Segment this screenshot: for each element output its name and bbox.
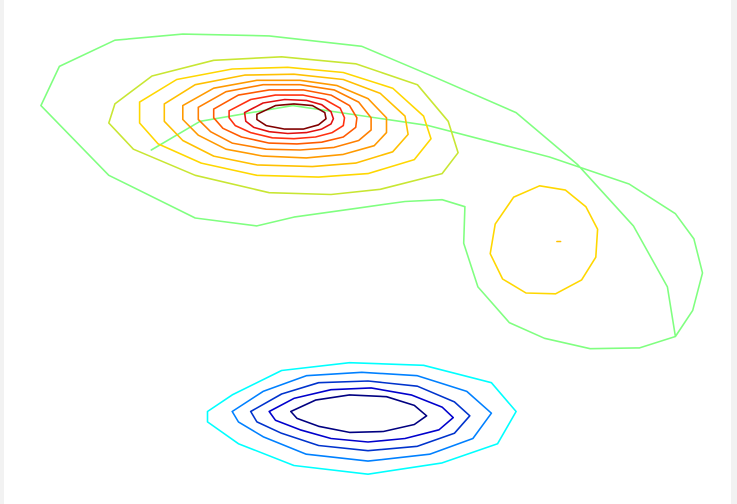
contour-line-lower-trough-l_minus_4	[206, 361, 517, 476]
contour-line-upper-peak-l_5	[182, 79, 388, 159]
contour-set-right-peak	[489, 185, 599, 295]
contour-lines	[40, 33, 704, 476]
contour-line-upper-peak-l_3	[138, 66, 432, 178]
contour-line-upper-peak-l_7	[212, 89, 358, 145]
contour-line-lower-trough-l_minus_2	[249, 380, 471, 452]
contour-line-upper-peak-l_1	[40, 33, 704, 350]
plot-area	[4, 0, 731, 504]
contour-line-upper-peak-l_4	[163, 73, 409, 168]
contour-line-lower-trough-l_minus_0	[289, 394, 428, 434]
contour-line-upper-peak-l_6	[197, 83, 372, 151]
contour-plot	[40, 33, 704, 476]
contour-set-lower-trough	[206, 361, 517, 476]
contour-line-upper-peak-l_10	[256, 103, 327, 130]
contour-set-upper-peak	[40, 33, 704, 350]
contour-line-upper-peak-l_8	[228, 94, 346, 140]
contour-line-lower-trough-l_minus_3	[231, 371, 493, 462]
contour-line-upper-peak-l_2	[108, 55, 459, 196]
contour-line-upper-peak-l_9	[243, 98, 335, 135]
contour-line-lower-trough-l_minus_1	[268, 387, 455, 443]
contour-line-right-peak-l_3	[489, 185, 599, 295]
